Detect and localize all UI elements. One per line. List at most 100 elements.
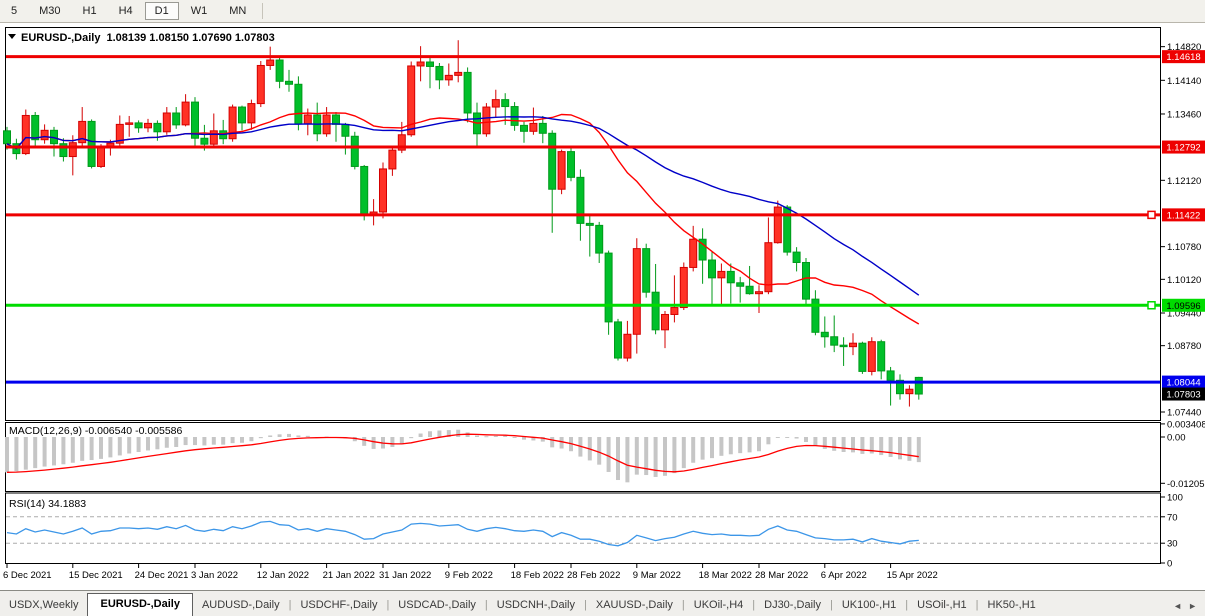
date-tick-label: 9 Feb 2022 [445,570,493,581]
timeframe-button-w1[interactable]: W1 [190,5,208,17]
horizontal-level-lines[interactable] [6,55,1160,384]
candle [388,149,397,170]
macd-bar [531,437,536,441]
timeframe-button-mn[interactable]: MN [229,5,247,17]
price-tick-label: 1.08780 [1167,341,1201,352]
candle [426,61,434,67]
candle [491,99,500,108]
candle [435,65,444,81]
price-badge-label: 1.08044 [1166,378,1200,389]
candle [811,298,820,333]
candle [482,106,491,135]
price-tick-label: 1.14820 [1167,42,1201,53]
chart-dropdown-icon[interactable] [8,34,16,39]
scroll-right-icon[interactable]: ► [1188,601,1197,611]
macd-bar [907,437,912,461]
macd-bar [174,437,179,447]
hline-handle-1.11422[interactable] [1147,210,1156,220]
macd-bar [211,437,216,445]
macd-bar [221,437,226,445]
tab-eurusd-daily[interactable]: EURUSD-,Daily [87,593,193,616]
candle [538,122,547,134]
macd-bar [851,437,855,453]
tab-audusd-daily[interactable]: AUDUSD-,Daily [201,599,280,611]
date-tick-label: 21 Jan 2022 [323,570,375,581]
tab-usoil-h1[interactable]: USOil-,H1 [917,599,967,611]
tab-uk100-h1[interactable]: UK100-,H1 [841,599,897,611]
candle [764,242,773,293]
candle [877,341,886,372]
tab-dj30-daily[interactable]: DJ30-,Daily [764,599,821,611]
tab-usdcnh-daily[interactable]: USDCNH-,Daily [496,599,576,611]
scroll-left-icon[interactable]: ◄ [1173,601,1183,611]
tab-separator: | [584,599,587,611]
macd-bar [5,437,9,473]
hline-handle-1.09596[interactable] [1147,301,1156,310]
macd-bar [644,437,649,476]
timeframe-button-h1[interactable]: H1 [82,5,97,17]
price-badge-1.07803 [1162,387,1205,401]
macd-bar [832,437,837,451]
chart-panels [5,27,1161,564]
candle [830,336,839,346]
macd-bar [52,437,56,466]
tab-xauusd-daily[interactable]: XAUUSD-,Daily [595,599,673,611]
timeframe-button-d1[interactable]: D1 [144,2,179,20]
macd-bar [258,437,263,439]
macd-bar [484,436,489,438]
candle [557,151,566,190]
candle [125,122,134,125]
timeframe-button-h4[interactable]: H4 [118,5,133,17]
macd-bar [268,435,273,437]
candle [520,124,528,132]
tab-separator: | [386,599,390,611]
candle [40,129,49,141]
moving-average-lines [6,112,920,325]
macd-tick-label: 0.003408 [1167,419,1205,430]
macd-bar [738,437,743,454]
macd-bar [202,437,207,446]
macd-indicator [5,429,921,483]
price-badge-label: 1.07803 [1166,390,1200,401]
date-tick-label: 6 Apr 2022 [821,570,867,581]
candle [162,112,171,133]
tab-usdx-weekly[interactable]: USDX,Weekly [9,599,79,611]
candle [679,266,688,309]
macd-bar [456,429,461,437]
chart-canvas[interactable]: 1.14820 1.14140 1.13460 1.12120 1.10780 1.101… [0,0,1205,591]
macd-label: MACD(12,26,9) -0.006540 -0.005586 [9,425,183,437]
macd-bar [418,433,423,437]
macd-bar [362,437,367,446]
timeframe-button-m30[interactable]: M30 [39,5,61,17]
price-tick-label: 1.12120 [1167,176,1201,187]
tab-usdcad-daily[interactable]: USDCAD-,Daily [398,599,476,611]
price-tick-label: 1.07440 [1167,408,1201,419]
macd-bar [108,437,113,458]
tab-usdchf-daily[interactable]: USDCHF-,Daily [300,599,378,611]
macd-bar [634,437,639,475]
candle [839,344,848,348]
macd-bar [785,437,790,438]
candle [670,307,679,315]
macd-bar [653,437,658,477]
candle [115,123,124,144]
tab-ukoil-h4[interactable]: UKOil-,H4 [693,599,744,611]
candle [661,313,669,331]
timeframe-button-5[interactable]: 5 [11,5,18,17]
candle [153,122,162,133]
candle [134,122,143,129]
candle [849,342,857,348]
candle [247,103,256,124]
candle [567,151,575,178]
date-tick-label: 28 Mar 2022 [755,570,808,581]
macd-bar [390,437,395,447]
candle [698,238,707,261]
candle [717,270,726,279]
rsi-tick-label: 70 [1167,512,1178,523]
candle [97,146,105,167]
candle [510,106,519,126]
tab-hk50-h1[interactable]: HK50-,H1 [987,599,1036,611]
candle [623,333,632,359]
candle [867,341,876,372]
price-badge-label: 1.12792 [1166,143,1200,154]
